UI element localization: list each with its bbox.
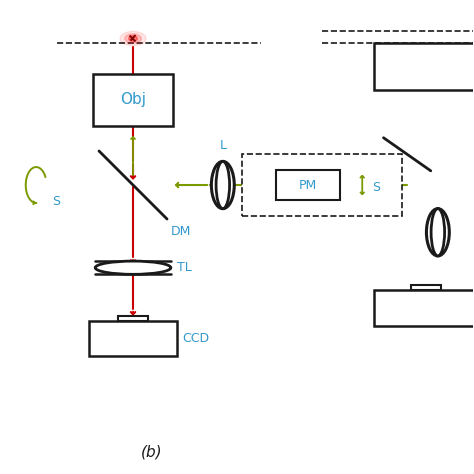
Ellipse shape: [95, 261, 171, 274]
Text: S: S: [372, 181, 380, 194]
Bar: [276, 170, 340, 201]
Text: (b): (b): [141, 445, 163, 459]
Text: PM: PM: [299, 179, 317, 191]
Ellipse shape: [216, 161, 229, 209]
Bar: [374, 290, 474, 326]
Ellipse shape: [125, 34, 141, 43]
Ellipse shape: [427, 209, 449, 256]
Text: S: S: [52, 195, 60, 208]
Text: DM: DM: [171, 225, 191, 238]
Ellipse shape: [211, 161, 234, 209]
Text: TL: TL: [176, 261, 191, 274]
Text: L: L: [219, 139, 226, 152]
Bar: [242, 155, 402, 216]
Ellipse shape: [120, 31, 146, 46]
Bar: [89, 321, 177, 356]
Ellipse shape: [431, 209, 445, 256]
Ellipse shape: [129, 36, 137, 41]
Text: Obj: Obj: [120, 92, 146, 108]
Text: CCD: CCD: [182, 332, 210, 345]
Bar: [374, 43, 474, 91]
Bar: [410, 285, 441, 290]
Bar: [118, 316, 148, 321]
Bar: [93, 74, 173, 126]
